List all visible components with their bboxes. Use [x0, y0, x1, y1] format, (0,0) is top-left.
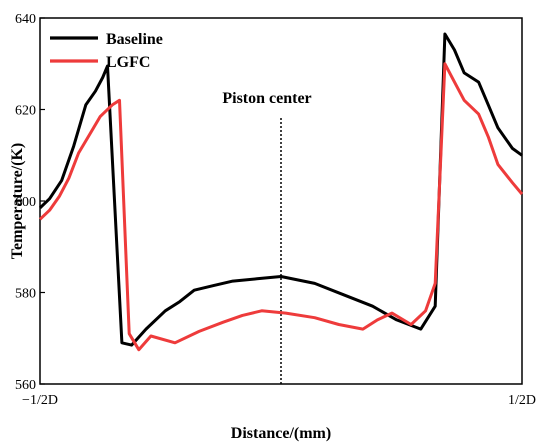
series-layer — [38, 32, 524, 352]
series-line-lgfc — [38, 62, 524, 352]
legend: Baseline LGFC — [50, 31, 163, 71]
x-tick-label: 1/2D — [508, 393, 536, 408]
piston-center-label: Piston center — [222, 90, 311, 107]
y-tick-label: 640 — [15, 12, 36, 27]
legend-label-lgfc: LGFC — [106, 54, 150, 71]
series-line-baseline — [38, 32, 523, 347]
y-tick-label: 560 — [15, 378, 36, 393]
legend-label-baseline: Baseline — [106, 31, 163, 48]
y-axis-title: Temperature/(K) — [9, 143, 26, 259]
y-tick-label: 600 — [15, 195, 36, 210]
y-tick-label: 580 — [15, 287, 36, 302]
y-tick-label: 620 — [15, 104, 36, 119]
x-tick-label: −1/2D — [22, 393, 58, 408]
y-axis-ticks: 560 580 600 620 640 — [15, 12, 45, 393]
x-axis-ticks: −1/2D 1/2D — [22, 393, 536, 408]
piston-center-annotation: Piston center — [222, 90, 312, 384]
x-axis-title: Distance/(mm) — [231, 425, 331, 442]
